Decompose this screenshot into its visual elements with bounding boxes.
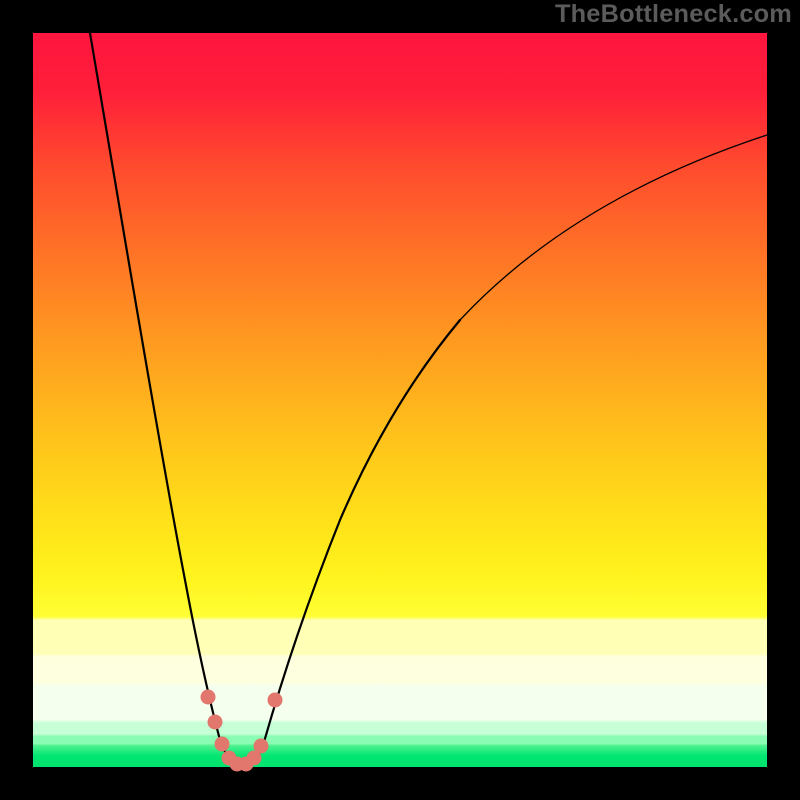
marker-dot bbox=[215, 737, 229, 751]
chart-stage: TheBottleneck.com bbox=[0, 0, 800, 800]
marker-dot bbox=[201, 690, 215, 704]
plot-area bbox=[33, 33, 767, 767]
marker-dot bbox=[208, 715, 222, 729]
chart-svg bbox=[0, 0, 800, 800]
marker-dot bbox=[268, 693, 282, 707]
marker-dot bbox=[254, 739, 268, 753]
watermark-text: TheBottleneck.com bbox=[555, 0, 792, 29]
